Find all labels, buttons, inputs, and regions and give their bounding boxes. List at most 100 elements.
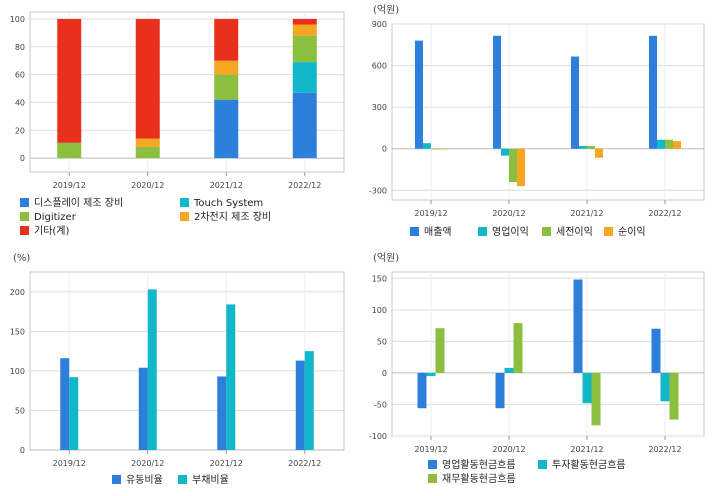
y-tick-label: 50 xyxy=(15,406,25,415)
legend-label: Digitizer xyxy=(34,212,77,223)
bar-1 xyxy=(417,372,427,409)
bar-1 xyxy=(292,92,317,159)
y-tick-label: 50 xyxy=(377,337,387,346)
bar-3 xyxy=(431,148,439,150)
y-tick-label: -300 xyxy=(369,186,387,195)
y-tick-label: 200 xyxy=(10,288,25,297)
bar-4 xyxy=(214,60,239,75)
legend-swatch xyxy=(604,227,613,236)
y-tick-label: 600 xyxy=(372,62,387,71)
bar-3 xyxy=(669,372,679,420)
y-tick-label: 100 xyxy=(10,367,25,376)
legend-label: 영업활동현금흐름 xyxy=(442,458,516,471)
bar-1 xyxy=(214,99,239,159)
x-tick-label: 2019/12 xyxy=(53,459,86,468)
bar-4 xyxy=(673,141,681,149)
chart-composition: 0 20 40 60 80 100 2019/12 2020/12 2021/12 2022/12… xyxy=(10,11,345,237)
legend-label: 재무활동현금흐름 xyxy=(442,472,516,485)
bar-2 xyxy=(226,304,236,450)
bar-3 xyxy=(135,146,160,159)
bar-1 xyxy=(651,328,661,373)
legend-swatch xyxy=(428,460,437,469)
chart-panel-cashflow: (억원) -100 -50 0 50 100 150 2019/12 2020/12 2021/1… xyxy=(360,248,720,496)
legend-swatch xyxy=(20,198,29,207)
bar-2 xyxy=(501,148,509,156)
chart-panel-composition: 0 20 40 60 80 100 2019/12 2020/12 2021/12 2022/12… xyxy=(0,0,360,248)
y-tick-label: 900 xyxy=(372,20,387,29)
plot-area xyxy=(29,11,345,173)
legend-swatch xyxy=(542,227,551,236)
y-tick-label: -100 xyxy=(369,432,387,441)
bar-5 xyxy=(292,18,317,25)
bar-1 xyxy=(295,360,305,450)
bar-1 xyxy=(495,372,505,409)
bar-3 xyxy=(509,148,517,182)
bar-2 xyxy=(504,367,514,373)
legend-label: 순이익 xyxy=(618,226,646,238)
x-tick-label: 2021/12 xyxy=(570,209,603,218)
bar-2 xyxy=(69,377,79,450)
x-tick-label: 2020/12 xyxy=(492,445,525,454)
legend-label: 유동비율 xyxy=(126,474,163,486)
x-tick-label: 2020/12 xyxy=(492,209,525,218)
legend-swatch xyxy=(20,212,29,221)
legend-label: 투자활동현금흐름 xyxy=(552,458,626,471)
bar-2 xyxy=(292,62,317,93)
bar-2 xyxy=(660,372,670,402)
y-unit-label: (억원) xyxy=(373,4,399,16)
legend-label: 2차전지 제조 장비 xyxy=(194,211,271,223)
bar-4 xyxy=(439,148,447,150)
bar-3 xyxy=(587,145,595,149)
plot-area xyxy=(29,271,345,451)
legend-label: 매출액 xyxy=(424,226,452,238)
bar-1 xyxy=(60,358,70,450)
x-tick-label: 2021/12 xyxy=(570,445,603,454)
legend-swatch xyxy=(538,460,547,469)
legend-swatch xyxy=(428,474,437,483)
bar-4 xyxy=(135,138,160,147)
plot-area xyxy=(391,23,705,201)
x-tick-label: 2019/12 xyxy=(414,445,447,454)
bar-2 xyxy=(423,143,431,149)
legend-label: 부채비율 xyxy=(192,474,229,486)
chart-cashflow: (억원) -100 -50 0 50 100 150 2019/12 2020/12 2021/1… xyxy=(369,252,705,485)
chart-panel-ratio: (%) 0 50 100 150 200 2019/12 2020/12 2021/12 2022… xyxy=(0,248,360,496)
y-tick-label: 60 xyxy=(15,71,25,80)
y-tick-label: 80 xyxy=(15,43,25,52)
legend-swatch xyxy=(180,198,189,207)
y-tick-label: 0 xyxy=(382,145,387,154)
chart-income: (억원) -300 0 300 600 900 2019/12 2020/12 2021/12 2… xyxy=(369,4,705,238)
y-tick-label: 20 xyxy=(15,126,25,135)
legend-swatch xyxy=(20,226,29,235)
x-tick-label: 2022/12 xyxy=(648,445,681,454)
y-tick-label: 300 xyxy=(372,103,387,112)
bar-2 xyxy=(147,289,157,450)
bar-2 xyxy=(426,372,436,377)
legend-label: Touch System xyxy=(193,198,263,209)
bar-1 xyxy=(138,367,148,450)
bar-1 xyxy=(571,56,579,149)
bar-3 xyxy=(57,142,82,159)
y-tick-label: 40 xyxy=(15,98,25,107)
x-tick-label: 2020/12 xyxy=(131,459,164,468)
bar-5 xyxy=(135,18,160,139)
bar-3 xyxy=(214,74,239,100)
legend-label: 영업이익 xyxy=(492,225,529,238)
bar-2 xyxy=(579,145,587,149)
x-tick-label: 2020/12 xyxy=(131,181,164,190)
bar-3 xyxy=(513,323,523,373)
y-unit-label: (%) xyxy=(13,253,30,264)
bar-1 xyxy=(573,279,583,373)
y-tick-label: 150 xyxy=(372,274,387,283)
bar-2 xyxy=(304,351,314,450)
bar-3 xyxy=(665,139,673,149)
legend-swatch xyxy=(112,475,121,484)
bar-1 xyxy=(649,35,657,149)
y-tick-label: 0 xyxy=(20,446,25,455)
bar-3 xyxy=(292,35,317,63)
y-tick-label: 100 xyxy=(10,15,25,24)
chart-panel-income: (억원) -300 0 300 600 900 2019/12 2020/12 2021/12 2… xyxy=(360,0,720,248)
legend-swatch xyxy=(178,475,187,484)
bar-5 xyxy=(57,18,82,143)
y-tick-label: 0 xyxy=(20,154,25,163)
